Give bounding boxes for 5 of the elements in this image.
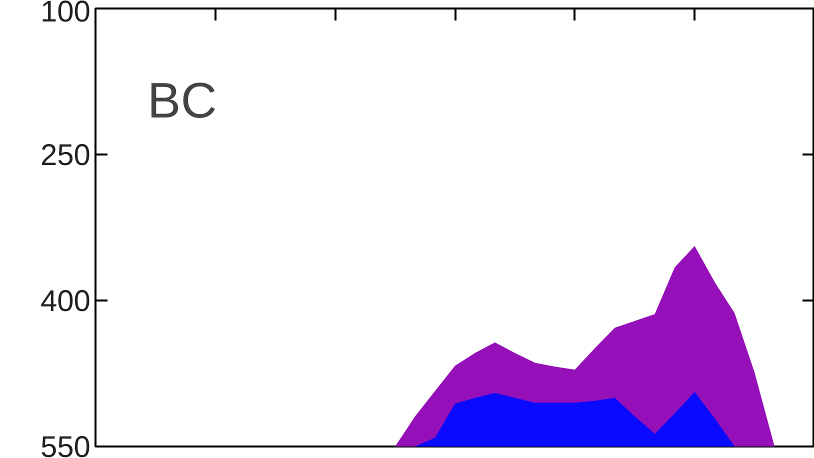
y-tick-label: 550 — [40, 431, 91, 458]
y-tick-label: 250 — [40, 139, 91, 172]
y-tick-label: 400 — [40, 285, 91, 318]
annotation: BC — [147, 72, 217, 128]
y-tick-label: 100 — [40, 0, 91, 28]
